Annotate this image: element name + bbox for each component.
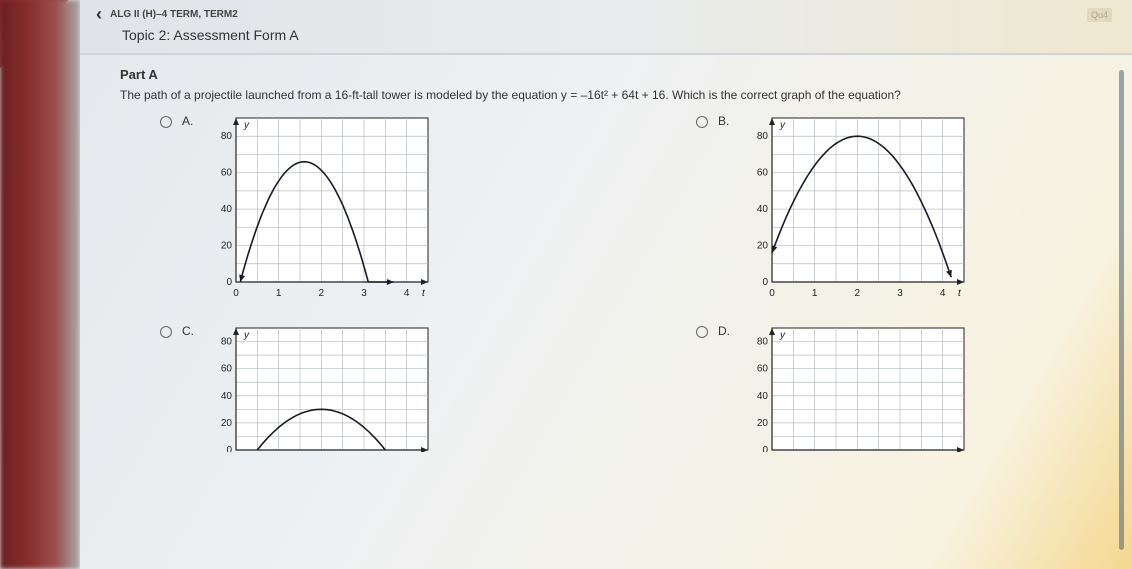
- question-content: Part A The path of a projectile launched…: [80, 55, 1132, 452]
- toolbar: Qu4: [1087, 8, 1112, 22]
- topic-title: Topic 2: Assessment Form A: [122, 27, 1116, 43]
- svg-text:40: 40: [757, 391, 769, 402]
- svg-text:60: 60: [757, 364, 769, 375]
- svg-text:20: 20: [757, 241, 769, 252]
- back-button[interactable]: ‹: [96, 4, 102, 25]
- svg-text:80: 80: [221, 337, 233, 348]
- course-code: ALG II (H)–4 TERM, TERM2: [110, 9, 238, 20]
- svg-text:3: 3: [897, 288, 903, 299]
- option-c: C. 0 20 40 60 80 y: [160, 322, 556, 452]
- page-header: ‹ ALG II (H)–4 TERM, TERM2 Topic 2: Asse…: [80, 0, 1132, 55]
- question-text: The path of a projectile launched from a…: [120, 88, 1092, 102]
- options-grid: A. 01234t204060800y B. 01234t204060800y …: [160, 112, 1092, 452]
- svg-text:1: 1: [276, 288, 282, 299]
- svg-text:4: 4: [940, 288, 946, 299]
- radio-c[interactable]: [160, 326, 172, 338]
- svg-text:y: y: [243, 330, 250, 341]
- graph-d-wrap: 0 20 40 60 80 y: [742, 322, 972, 452]
- svg-text:3: 3: [361, 288, 367, 299]
- graph-a-wrap: 0 1 2 3 4 t 20 40 60 80 0 y: [206, 112, 436, 302]
- svg-text:1: 1: [812, 288, 818, 299]
- svg-text:40: 40: [221, 204, 233, 215]
- option-d: D. 0 20 40 60 80 y: [696, 322, 1092, 452]
- svg-text:y: y: [779, 120, 786, 131]
- svg-text:t: t: [422, 288, 426, 299]
- svg-text:0: 0: [762, 445, 768, 452]
- svg-text:60: 60: [221, 168, 233, 179]
- svg-text:0: 0: [769, 288, 775, 299]
- graph-b-wrap: 0 1 2 3 4 t 20 40 60 80 0 y: [742, 112, 972, 302]
- svg-text:0: 0: [233, 288, 239, 299]
- option-c-label: C.: [182, 324, 196, 338]
- svg-text:0: 0: [226, 277, 232, 288]
- svg-text:80: 80: [221, 131, 233, 142]
- screen-area: ‹ ALG II (H)–4 TERM, TERM2 Topic 2: Asse…: [80, 0, 1132, 569]
- graph-b: 0 1 2 3 4 t 20 40 60 80 0 y: [742, 112, 972, 302]
- part-label: Part A: [120, 67, 1092, 82]
- radio-a[interactable]: [160, 116, 172, 128]
- svg-text:40: 40: [221, 391, 233, 402]
- svg-text:60: 60: [221, 364, 233, 375]
- svg-text:80: 80: [757, 337, 769, 348]
- svg-text:40: 40: [757, 204, 769, 215]
- svg-text:80: 80: [757, 131, 769, 142]
- graph-d: 0 20 40 60 80 y: [742, 322, 972, 452]
- scrollbar[interactable]: [1119, 70, 1124, 550]
- option-b-label: B.: [718, 114, 732, 128]
- option-a-label: A.: [182, 114, 196, 128]
- radio-d[interactable]: [696, 326, 708, 338]
- radio-b[interactable]: [696, 116, 708, 128]
- graph-a: 0 1 2 3 4 t 20 40 60 80 0 y: [206, 112, 436, 302]
- svg-text:4: 4: [404, 288, 410, 299]
- option-b: B. 0 1 2 3 4 t 20 40 60 80 0 y: [696, 112, 1092, 302]
- option-d-label: D.: [718, 324, 732, 338]
- svg-text:t: t: [958, 288, 962, 299]
- svg-text:20: 20: [757, 418, 769, 429]
- toolbar-badge: Qu4: [1087, 8, 1112, 22]
- svg-text:2: 2: [319, 288, 325, 299]
- option-a: A. 0 1 2 3 4 t 20 40 60 80 0 y: [160, 112, 556, 302]
- graph-c-wrap: 0 20 40 60 80 y: [206, 322, 436, 452]
- svg-text:0: 0: [226, 445, 232, 452]
- svg-text:2: 2: [855, 288, 861, 299]
- svg-text:20: 20: [221, 241, 233, 252]
- svg-text:0: 0: [762, 277, 768, 288]
- photo-edge: [0, 0, 80, 569]
- svg-text:20: 20: [221, 418, 233, 429]
- svg-text:y: y: [243, 120, 250, 131]
- graph-c: 0 20 40 60 80 y: [206, 322, 436, 452]
- svg-text:60: 60: [757, 168, 769, 179]
- svg-text:y: y: [779, 330, 786, 341]
